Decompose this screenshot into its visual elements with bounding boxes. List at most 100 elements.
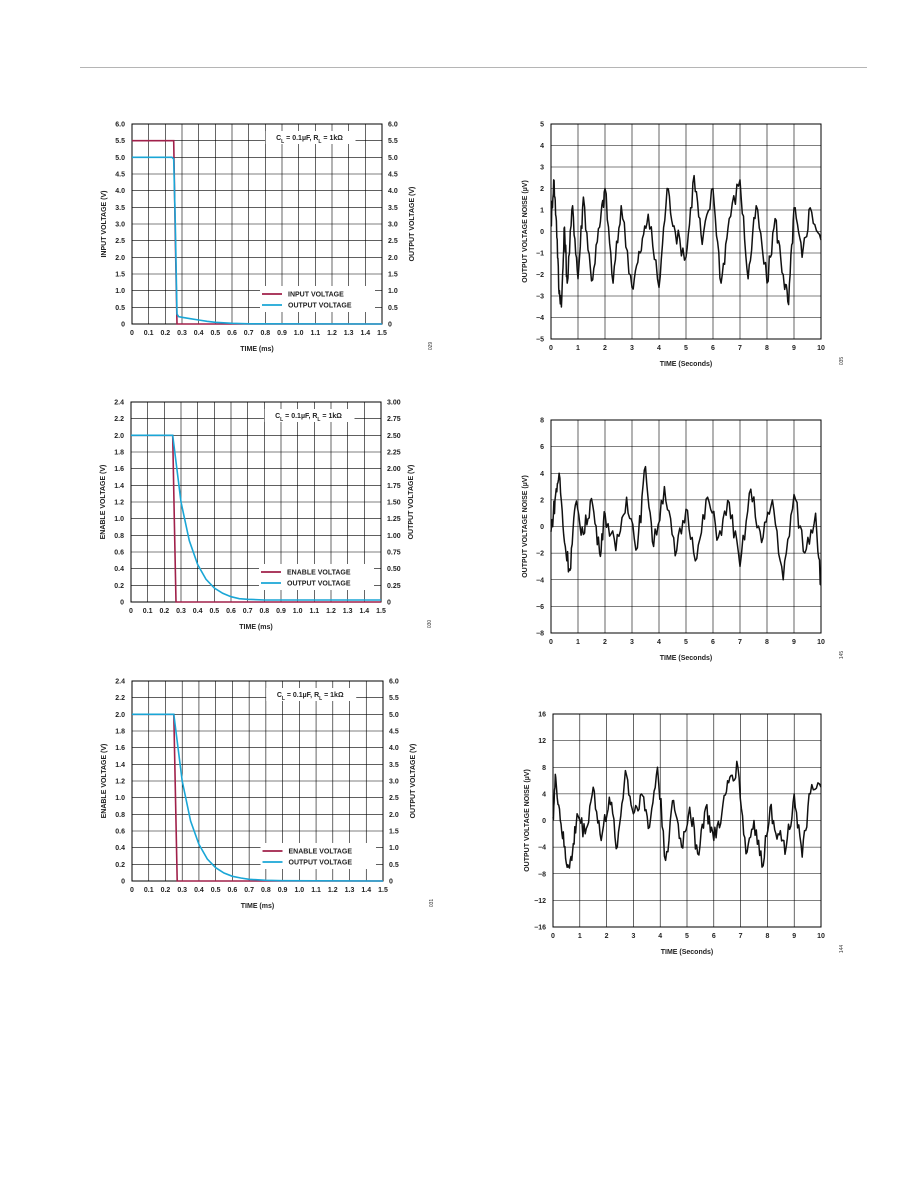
y2-tick-label: 2.0 [388, 255, 398, 262]
y2-tick-label: 2.00 [387, 466, 401, 473]
x-tick-label: 7 [738, 345, 742, 352]
y2-tick-label: 4.0 [389, 745, 399, 752]
x-tick-label: 2 [605, 933, 609, 940]
x-tick-label: 1.5 [378, 887, 388, 894]
y-tick-label: 2.4 [114, 400, 124, 407]
y-axis-label: INPUT VOLTAGE (V) [101, 190, 108, 257]
y-tick-label: 4.5 [115, 172, 125, 179]
series-output-voltage [132, 156, 383, 325]
y-tick-label: 0.2 [115, 862, 125, 869]
figure-code: 029 [428, 342, 434, 351]
y-tick-label: 0.8 [115, 812, 125, 819]
x-tick-label: 0.9 [276, 608, 286, 615]
series-output-voltage [132, 713, 384, 882]
y2-tick-label: 2.25 [387, 450, 401, 457]
y-tick-label: 2.0 [115, 712, 125, 719]
x-tick-label: 6 [712, 933, 716, 940]
y2-tick-label: 1.5 [388, 272, 398, 279]
y-tick-label: 1.5 [115, 272, 125, 279]
legend-bg [259, 564, 374, 590]
x-tick-label: 0.3 [176, 608, 186, 615]
y-tick-label: 0.5 [115, 305, 125, 312]
x-tick-label: 1.3 [343, 608, 353, 615]
figure-code: 035 [839, 357, 845, 366]
x-axis-label: TIME (ms) [241, 903, 274, 910]
x-tick-label: 0 [549, 345, 553, 352]
y-tick-label: −6 [536, 604, 544, 611]
y-tick-label: 0 [120, 600, 124, 607]
x-tick-label: 1 [576, 639, 580, 646]
y2-tick-label: 1.25 [387, 516, 401, 523]
legend-label: OUTPUT VOLTAGE [288, 303, 352, 310]
y-tick-label: 4 [540, 471, 544, 478]
x-tick-label: 0.2 [159, 608, 169, 615]
y2-tick-label: 0.5 [389, 862, 399, 869]
y-axis-label: OUTPUT VOLTAGE NOISE (µV) [522, 475, 529, 578]
y2-tick-label: 3.0 [388, 222, 398, 229]
y-tick-label: 2.2 [115, 695, 125, 702]
y2-tick-label: 5.0 [388, 155, 398, 162]
y-tick-label: 5.5 [115, 138, 125, 145]
x-tick-label: 0.4 [194, 330, 204, 337]
y2-tick-label: 1.75 [387, 483, 401, 490]
y-tick-label: 1.6 [115, 745, 125, 752]
x-tick-label: 0.5 [211, 887, 221, 894]
y-axis-label: OUTPUT VOLTAGE NOISE (µV) [522, 180, 529, 283]
y-tick-label: 1.0 [115, 288, 125, 295]
x-tick-label: 1.4 [361, 887, 371, 894]
x-tick-label: 0 [551, 933, 555, 940]
x-tick-label: 10 [817, 345, 825, 352]
x-tick-label: 0.6 [227, 330, 237, 337]
y-tick-label: 6.0 [115, 122, 125, 129]
y-tick-label: 0.6 [114, 550, 124, 557]
x-tick-label: 1.2 [327, 330, 337, 337]
annotation-bg [264, 409, 355, 422]
x-tick-label: 1 [576, 345, 580, 352]
y2-tick-label: 1.50 [387, 500, 401, 507]
x-axis-label: TIME (ms) [239, 624, 272, 631]
y-tick-label: 3.0 [115, 222, 125, 229]
y-tick-label: −2 [536, 551, 544, 558]
x-tick-label: 4 [657, 345, 661, 352]
y-tick-label: 2.0 [114, 433, 124, 440]
y2-tick-label: 2.75 [387, 416, 401, 423]
x-tick-label: 9 [792, 933, 796, 940]
x-tick-label: 1.3 [345, 887, 355, 894]
legend-label: ENABLE VOLTAGE [289, 849, 353, 856]
noise-trace [550, 174, 822, 308]
x-tick-label: 0 [130, 887, 134, 894]
y-tick-label: −2 [536, 272, 544, 279]
x-tick-label: 3 [630, 345, 634, 352]
x-tick-label: 1.5 [376, 608, 386, 615]
x-tick-label: 10 [817, 933, 825, 940]
x-tick-label: 5 [685, 933, 689, 940]
y2-axis-label: OUTPUT VOLTAGE (V) [408, 465, 415, 540]
x-tick-label: 6 [711, 639, 715, 646]
chart-4: 0 1 2 3 4 5 6 7 8 9 10 −8 −6 −4 −2 0 2 4 6 8 TIME (Seconds) O… [522, 418, 845, 663]
x-tick-label: 0.2 [160, 330, 170, 337]
x-tick-label: 0.3 [177, 887, 187, 894]
x-tick-label: 1.1 [310, 330, 320, 337]
noise-trace [550, 465, 822, 586]
x-tick-label: 0.7 [244, 330, 254, 337]
x-tick-label: 5 [684, 639, 688, 646]
y-tick-label: 2.5 [115, 238, 125, 245]
legend-label: OUTPUT VOLTAGE [287, 581, 351, 588]
legend-bg [260, 843, 376, 869]
annotation-bg [265, 131, 356, 144]
y-tick-label: 3.5 [115, 205, 125, 212]
y2-tick-label: 3.5 [389, 762, 399, 769]
x-tick-label: 0.1 [144, 887, 154, 894]
x-tick-label: 1 [578, 933, 582, 940]
y-tick-label: 4 [542, 791, 546, 798]
y-tick-label: −4 [538, 845, 546, 852]
x-axis-label: TIME (Seconds) [660, 361, 713, 368]
x-tick-label: 3 [631, 933, 635, 940]
x-tick-label: 0.9 [278, 887, 288, 894]
x-tick-label: 0.4 [194, 887, 204, 894]
x-tick-label: 1.0 [294, 887, 304, 894]
y-tick-label: 2.4 [115, 679, 125, 686]
y-tick-label: 2 [540, 186, 544, 193]
x-tick-label: 0.4 [193, 608, 203, 615]
y2-tick-label: 3.0 [389, 779, 399, 786]
